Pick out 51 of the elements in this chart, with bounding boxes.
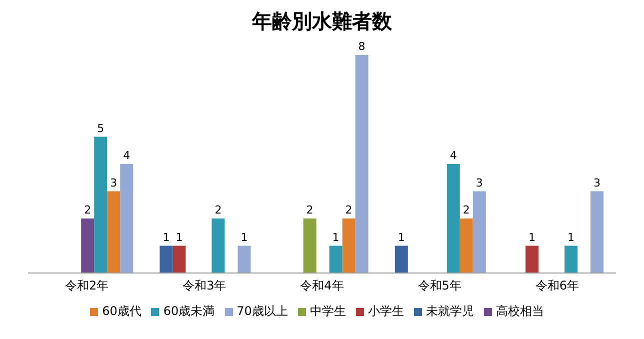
- data-label: 3: [594, 176, 601, 190]
- data-label: 4: [123, 149, 130, 162]
- data-label: 1: [240, 230, 248, 244]
- bar: [342, 218, 356, 273]
- chart-title: 年齢別水難者数: [250, 8, 393, 35]
- bar: [120, 164, 134, 273]
- data-label: 1: [528, 230, 536, 244]
- x-tick-label: 令和2年: [64, 278, 109, 293]
- legend-label: 未就学児: [426, 304, 474, 318]
- data-label: 3: [110, 176, 118, 190]
- legend-label: 小学生: [368, 304, 404, 318]
- data-label: 2: [214, 204, 222, 216]
- bar: [172, 246, 186, 273]
- x-tick-label: 令和5年: [418, 278, 462, 293]
- data-label: 2: [306, 204, 314, 216]
- bar: [238, 246, 251, 273]
- legend-label: 中学生: [310, 304, 346, 318]
- data-label: 3: [476, 176, 483, 190]
- bar: [526, 246, 539, 273]
- bar: [212, 218, 225, 273]
- data-label: 1: [162, 230, 170, 244]
- data-label: 1: [176, 230, 183, 244]
- data-label: 2: [84, 204, 92, 216]
- data-label: 2: [345, 204, 352, 216]
- bar: [446, 164, 460, 273]
- bar: [329, 246, 342, 273]
- data-label: 8: [358, 40, 366, 53]
- x-tick-label: 令和6年: [535, 278, 580, 293]
- bar: [94, 136, 108, 273]
- bar: [564, 246, 578, 273]
- bar: [590, 191, 604, 273]
- bar: [160, 246, 173, 273]
- legend-label: 70歳以上: [236, 304, 288, 318]
- bar: [107, 191, 120, 273]
- data-label: 5: [97, 122, 104, 135]
- bar: [355, 55, 368, 273]
- data-label: 1: [568, 230, 575, 244]
- legend-label: 60歳代: [102, 304, 142, 318]
- bar: [472, 191, 486, 273]
- data-label: 2: [462, 204, 470, 216]
- legend-label: 高校相当: [496, 304, 544, 318]
- bar: [303, 218, 316, 273]
- bar: [394, 246, 408, 273]
- data-label: 1: [332, 230, 340, 244]
- data-label: 1: [398, 230, 405, 244]
- bar: [81, 218, 94, 273]
- bar: [460, 218, 473, 273]
- x-tick-label: 令和4年: [300, 278, 344, 293]
- data-label: 4: [450, 149, 457, 162]
- x-tick-label: 令和3年: [182, 278, 226, 293]
- legend-label: 60歳未満: [163, 304, 215, 318]
